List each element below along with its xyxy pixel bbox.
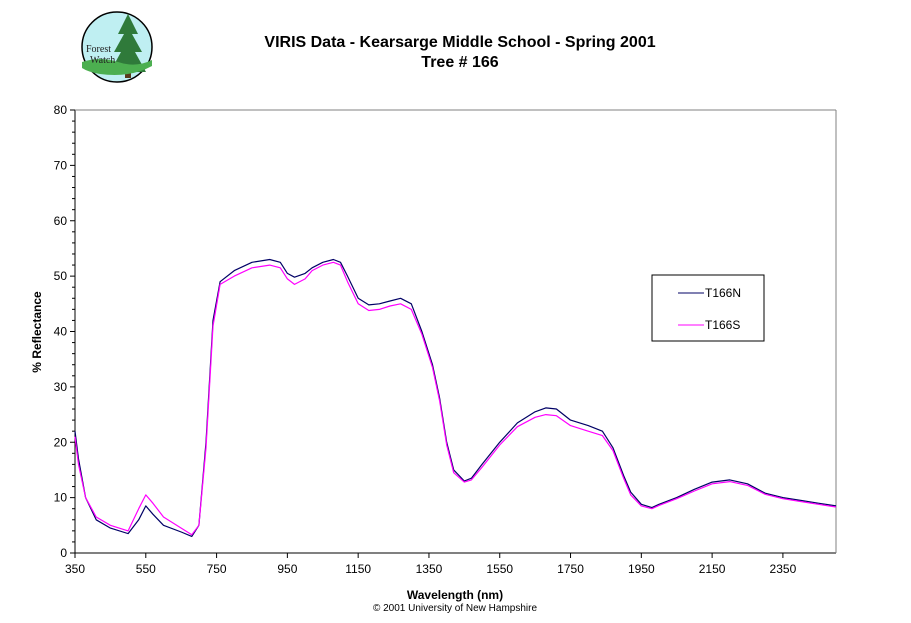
x-tick-label: 2350	[770, 562, 797, 576]
x-tick-label: 950	[277, 562, 297, 576]
legend-label-t166n: T166N	[705, 286, 741, 300]
series-line-t166s	[74, 261, 837, 536]
x-ticks: 350 550 750 950 1150 1350 1550 1750 1950 2150 2350	[65, 553, 797, 576]
chart-title: VIRIS Data - Kearsarge Middle School - S…	[264, 34, 655, 51]
y-tick-label: 0	[60, 546, 67, 560]
x-tick-label: 1150	[345, 562, 371, 576]
x-tick-label: 1750	[557, 562, 584, 576]
y-tick-label: 40	[54, 325, 68, 339]
ground-icon	[82, 59, 152, 75]
x-tick-label: 2150	[699, 562, 726, 576]
y-tick-label: 50	[54, 269, 68, 283]
y-tick-label: 30	[54, 380, 68, 394]
copyright-footer: © 2001 University of New Hampshire	[373, 603, 538, 614]
x-tick-label: 1950	[628, 562, 655, 576]
y-tick-label: 80	[54, 103, 68, 117]
x-tick-label: 750	[207, 562, 227, 576]
x-axis-label: Wavelength (nm)	[407, 588, 503, 602]
legend: T166N T166S	[651, 274, 765, 342]
y-tick-label: 70	[54, 158, 68, 172]
legend-label-t166s: T166S	[705, 318, 740, 332]
series-line-t166n	[74, 258, 837, 537]
y-ticks: 0 10 20 30 40 50 60 70 80	[54, 103, 75, 560]
forest-watch-logo: Forest Watch	[81, 11, 153, 83]
y-tick-label: 60	[54, 214, 68, 228]
x-tick-label: 350	[65, 562, 85, 576]
y-axis-label: % Reflectance	[30, 291, 44, 373]
x-tick-label: 1550	[486, 562, 513, 576]
logo-text-line1: Forest	[86, 44, 111, 55]
x-tick-label: 1350	[416, 562, 443, 576]
legend-box	[651, 274, 765, 342]
x-tick-label: 550	[136, 562, 156, 576]
chart-subtitle: Tree # 166	[421, 54, 499, 71]
logo-text-line2: Watch	[90, 55, 115, 66]
tree-icon	[110, 14, 146, 72]
y-tick-label: 10	[54, 491, 68, 505]
series-group	[74, 258, 837, 537]
y-tick-label: 20	[54, 435, 68, 449]
